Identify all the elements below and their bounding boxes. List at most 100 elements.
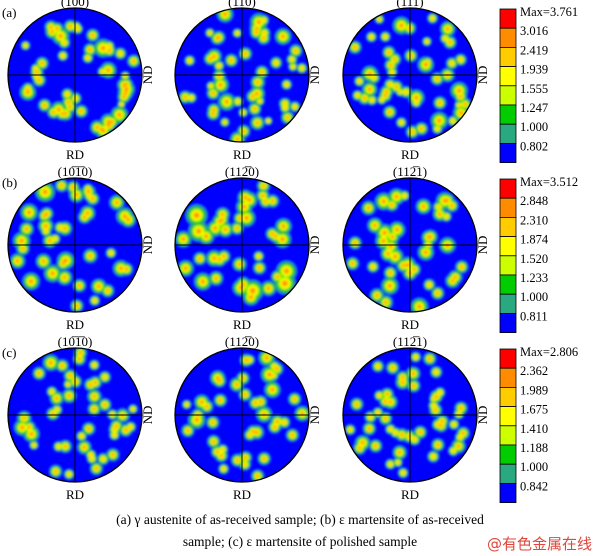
legend-level-label: 1.989 — [520, 383, 548, 397]
color-swatch — [499, 406, 517, 427]
nd-axis-label: ND — [307, 236, 322, 255]
pole-label: (111) — [396, 0, 423, 9]
pole-figure-outline — [7, 7, 143, 143]
pole-label: (100) — [61, 0, 89, 9]
color-scale-legend: Max=3.761 3.016 2.419 1.939 1.555 1.247 1.000 0… — [499, 5, 578, 163]
nd-axis-label: ND — [140, 236, 155, 255]
pole-figure — [175, 8, 309, 142]
nd-axis-label: ND — [140, 406, 155, 425]
pole-figure-outline — [342, 347, 478, 483]
pole-label: (10̅1̅0) — [58, 164, 93, 179]
rd-axis-label: RD — [233, 487, 251, 502]
nd-axis-label: ND — [140, 66, 155, 85]
rd-axis-label: RD — [66, 147, 84, 162]
legend-max-label: Max=3.761 — [520, 5, 578, 19]
color-swatch — [499, 482, 517, 503]
pole-figure — [343, 348, 477, 482]
legend-level-label: 1.555 — [520, 82, 548, 96]
color-swatch — [499, 197, 517, 218]
legend-level-label: 1.939 — [520, 63, 548, 77]
pole-label: (112̅1) — [393, 334, 427, 349]
legend-level-label: 3.016 — [520, 24, 548, 38]
pole-figure — [175, 348, 309, 482]
rd-axis-label: RD — [401, 317, 419, 332]
pole-figure-outline — [342, 7, 478, 143]
legend-level-label: 0.811 — [520, 309, 548, 323]
color-swatch — [499, 348, 517, 369]
rd-axis-label: RD — [66, 487, 84, 502]
legend-level-label: 0.802 — [520, 139, 548, 153]
legend-level-label: 2.310 — [520, 213, 548, 227]
color-swatch — [499, 255, 517, 276]
color-swatch — [499, 123, 517, 144]
legend-max-label: Max=2.806 — [520, 345, 578, 359]
color-swatch — [499, 66, 517, 87]
color-swatch — [499, 444, 517, 465]
rd-axis-label: RD — [233, 317, 251, 332]
pole-figure-outline — [7, 347, 143, 483]
nd-axis-label: ND — [307, 406, 322, 425]
color-swatch — [499, 216, 517, 237]
color-scale-legend: Max=2.806 2.362 1.989 1.675 1.410 1.188 1.000 0… — [499, 345, 578, 503]
nd-axis-label: ND — [475, 406, 490, 425]
pole-figure-outline — [7, 177, 143, 313]
pole-label: (112̅1) — [393, 164, 427, 179]
pole-figure-outline — [174, 347, 310, 483]
pole-figure-outline — [174, 7, 310, 143]
color-scale-legend: Max=3.512 2.848 2.310 1.874 1.520 1.233 1.000 0… — [499, 175, 578, 333]
color-swatch — [499, 293, 517, 314]
rd-axis-label: RD — [401, 487, 419, 502]
pole-label: (10̅1̅0) — [58, 334, 93, 349]
row-label: (a) — [2, 5, 16, 20]
legend-level-label: 2.362 — [520, 364, 548, 378]
legend-level-label: 1.000 — [520, 460, 548, 474]
caption-line-1: (a) γ austenite of as-received sample; (… — [116, 512, 484, 527]
legend-level-label: 1.874 — [520, 233, 549, 247]
legend-max-label: Max=3.512 — [520, 175, 578, 189]
color-swatch — [499, 312, 517, 333]
color-swatch — [499, 178, 517, 199]
legend-level-label: 1.233 — [520, 271, 548, 285]
legend-level-label: 1.247 — [520, 101, 548, 115]
rd-axis-label: RD — [66, 317, 84, 332]
pole-label: (110) — [228, 0, 256, 9]
color-swatch — [499, 425, 517, 446]
legend-level-label: 1.410 — [520, 422, 548, 436]
color-swatch — [499, 142, 517, 163]
color-swatch — [499, 386, 517, 407]
pole-figure — [175, 178, 309, 312]
color-swatch — [499, 8, 517, 29]
legend-level-label: 1.675 — [520, 403, 548, 417]
pole-figure — [343, 8, 477, 142]
legend-level-label: 1.188 — [520, 441, 548, 455]
pole-figure-outline — [174, 177, 310, 313]
nd-axis-label: ND — [307, 66, 322, 85]
rd-axis-label: RD — [233, 147, 251, 162]
pole-label: (112̅0) — [225, 334, 259, 349]
color-swatch — [499, 85, 517, 106]
rd-axis-label: RD — [401, 147, 419, 162]
pole-figure-outline — [342, 177, 478, 313]
color-swatch — [499, 27, 517, 48]
color-swatch — [499, 367, 517, 388]
pole-figure — [8, 348, 142, 482]
color-swatch — [499, 463, 517, 484]
pole-figure — [8, 8, 142, 142]
color-swatch — [499, 104, 517, 125]
legend-level-label: 2.848 — [520, 194, 548, 208]
legend-level-label: 1.000 — [520, 290, 548, 304]
legend-level-label: 1.520 — [520, 252, 548, 266]
caption-line-2: sample; (c) ε martensite of polished sam… — [182, 534, 418, 549]
row-label: (b) — [2, 175, 17, 190]
nd-axis-label: ND — [475, 236, 490, 255]
nd-axis-label: ND — [475, 66, 490, 85]
color-swatch — [499, 236, 517, 257]
color-swatch — [499, 274, 517, 295]
legend-level-label: 0.842 — [520, 479, 548, 493]
legend-level-label: 1.000 — [520, 120, 548, 134]
watermark: @有色金属在线 — [486, 535, 592, 553]
pole-label: (112̅0) — [225, 164, 259, 179]
legend-level-label: 2.419 — [520, 43, 548, 57]
pole-figure — [343, 178, 477, 312]
